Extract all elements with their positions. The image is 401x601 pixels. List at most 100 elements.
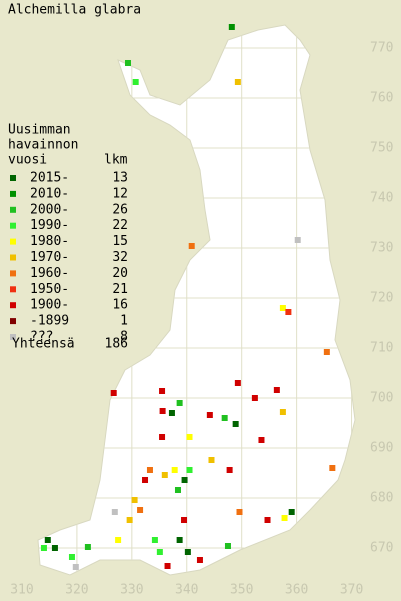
legend-swatch <box>10 302 16 309</box>
legend-label: 1980- <box>30 234 69 249</box>
observation <box>176 400 183 406</box>
observation <box>159 408 166 414</box>
observation <box>126 517 133 523</box>
observation <box>181 477 188 483</box>
observation <box>285 309 292 315</box>
legend-swatch <box>10 318 16 325</box>
legend-count: 15 <box>112 234 128 249</box>
y-tick-label: 770 <box>370 41 393 56</box>
observation <box>171 467 178 473</box>
x-tick-label: 360 <box>285 583 308 598</box>
observation <box>156 549 163 555</box>
observation <box>68 554 75 560</box>
observation <box>264 517 271 523</box>
observation <box>294 237 301 243</box>
observation <box>228 24 235 30</box>
observation <box>196 557 203 563</box>
observation <box>161 472 168 478</box>
legend-total-label: Yhteensä <box>12 337 75 352</box>
observation <box>281 515 288 521</box>
legend-count: 32 <box>112 250 128 265</box>
observation <box>137 507 144 513</box>
map-title: Alchemilla glabra <box>8 3 141 18</box>
legend-heading: Uusimman <box>8 123 71 138</box>
y-tick-label: 670 <box>370 541 393 556</box>
legend-count-heading: lkm <box>104 153 128 168</box>
legend-swatch <box>10 270 16 277</box>
observation <box>232 421 239 427</box>
legend-swatch <box>10 222 16 229</box>
observation <box>110 390 117 396</box>
observation <box>181 517 188 523</box>
legend-label: 2000- <box>30 202 69 217</box>
observation <box>221 415 228 421</box>
observation <box>258 437 265 443</box>
legend-label: ??? <box>30 330 53 345</box>
observation <box>234 380 241 386</box>
legend-label: -1899 <box>30 314 69 329</box>
legend-heading: vuosi <box>8 153 47 168</box>
observation <box>224 543 231 549</box>
y-tick-label: 760 <box>370 91 393 106</box>
observation <box>206 412 213 418</box>
legend-count: 12 <box>112 186 128 201</box>
observation <box>124 60 131 66</box>
y-tick-label: 700 <box>370 391 393 406</box>
y-tick-label: 740 <box>370 191 393 206</box>
observation <box>164 563 171 569</box>
legend-label: 1990- <box>30 218 69 233</box>
observation <box>174 487 181 493</box>
legend-count: 1 <box>120 314 128 329</box>
observation <box>51 545 58 551</box>
observation <box>279 409 286 415</box>
legend-count: 21 <box>112 282 128 297</box>
observation <box>168 410 175 416</box>
x-tick-label: 350 <box>230 583 253 598</box>
observation <box>236 509 243 515</box>
observation <box>142 477 149 483</box>
legend-count: 16 <box>112 298 128 313</box>
legend-count: 8 <box>120 330 128 345</box>
y-tick-label: 680 <box>370 491 393 506</box>
legend-swatch <box>10 206 16 213</box>
country-outline <box>37 24 356 576</box>
observation <box>329 465 336 471</box>
observation <box>146 467 153 473</box>
x-tick-label: 330 <box>120 583 143 598</box>
observation <box>226 467 233 473</box>
legend-label: 2015- <box>30 171 69 186</box>
observations <box>40 24 336 570</box>
observation <box>234 79 241 85</box>
observation <box>186 434 193 440</box>
observation <box>279 305 286 311</box>
legend-label: 1960- <box>30 266 69 281</box>
legend-count: 20 <box>112 266 128 281</box>
legend-swatch <box>10 254 16 261</box>
x-tick-label: 320 <box>65 583 88 598</box>
x-tick-label: 340 <box>175 583 198 598</box>
observation <box>151 537 158 543</box>
x-tick-label: 370 <box>340 583 363 598</box>
legend-count: 13 <box>112 171 128 186</box>
observation <box>40 545 47 551</box>
observation <box>132 79 139 85</box>
observation <box>115 537 122 543</box>
observation <box>188 243 195 249</box>
observation <box>72 564 79 570</box>
legend-swatch <box>10 286 16 293</box>
y-tick-label: 730 <box>370 241 393 256</box>
legend-swatch <box>10 238 16 245</box>
observation <box>273 387 280 393</box>
x-tick-label: 310 <box>10 583 33 598</box>
legend-heading: havainnon <box>8 138 78 153</box>
observation <box>288 509 295 515</box>
legend-label: 1970- <box>30 250 69 265</box>
legend-count: 22 <box>112 218 128 233</box>
observation <box>84 544 91 550</box>
observation <box>111 509 118 515</box>
legend-swatch <box>10 190 16 197</box>
legend-count: 26 <box>112 202 128 217</box>
legend-total: 186 <box>105 337 128 352</box>
y-tick-label: 710 <box>370 341 393 356</box>
